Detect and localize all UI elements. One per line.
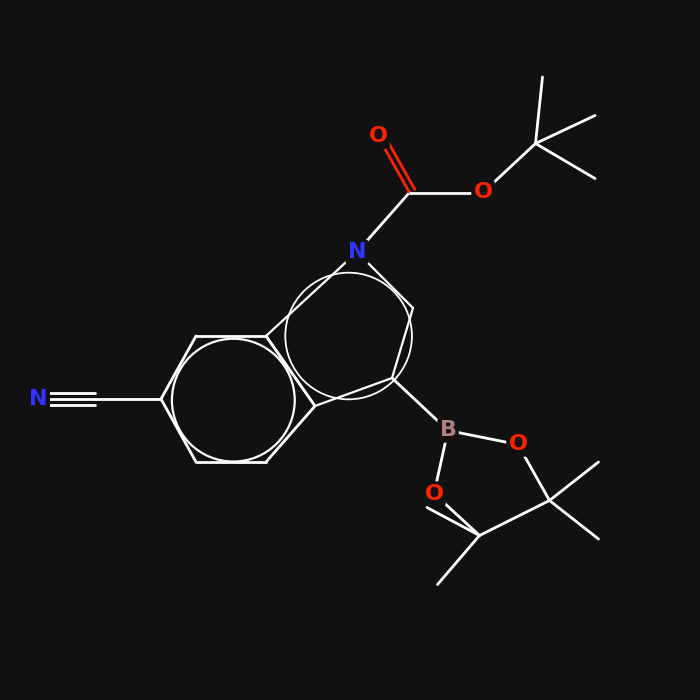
Text: O: O	[508, 435, 528, 454]
Text: O: O	[368, 127, 388, 146]
Text: O: O	[424, 484, 444, 503]
Text: O: O	[473, 183, 493, 202]
Text: N: N	[348, 242, 366, 262]
Text: B: B	[440, 421, 456, 440]
Text: N: N	[29, 389, 48, 409]
